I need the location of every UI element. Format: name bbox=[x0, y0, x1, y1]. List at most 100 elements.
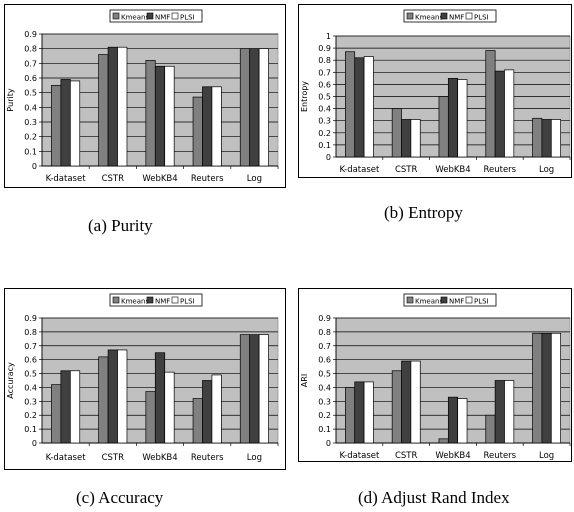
x-tick-label: CSTR bbox=[395, 165, 418, 175]
legend-swatch-nmf bbox=[146, 12, 154, 20]
bar-kmeans bbox=[532, 332, 543, 444]
legend-label-plsi: PLSI bbox=[180, 14, 195, 22]
bar-plsi bbox=[550, 119, 561, 158]
bar-kmeans bbox=[51, 84, 62, 167]
chart-purity: 0 0.1 0.2 0.3 0.4 0.5 0.6 0.7 0.8 0.9 Purity K-data… bbox=[4, 4, 286, 188]
legend-swatch-plsi bbox=[171, 12, 179, 20]
chart-ari: 0 0.1 0.2 0.3 0.4 0.5 0.6 0.7 0.8 0.9 ARI K-dataset… bbox=[298, 288, 572, 462]
bar-nmf bbox=[354, 381, 365, 444]
legend-label-plsi: PLSI bbox=[180, 298, 195, 306]
y-tick-label: 0.3 bbox=[318, 397, 331, 406]
y-tick-label: 0.8 bbox=[318, 56, 331, 65]
y-axis-label: Purity bbox=[6, 88, 15, 111]
y-tick-label: 0.3 bbox=[318, 117, 331, 126]
legend-label-kmeans: Kmeans bbox=[121, 298, 149, 306]
legend-box bbox=[403, 293, 497, 307]
bar-kmeans bbox=[145, 60, 156, 167]
bar-plsi bbox=[211, 374, 222, 444]
bar-plsi bbox=[504, 380, 515, 444]
y-tick-label: 0.9 bbox=[24, 30, 37, 39]
y-tick-label: 0.2 bbox=[24, 411, 37, 420]
y-tick-label: 0.1 bbox=[24, 147, 37, 156]
legend-label-kmeans: Kmeans bbox=[415, 14, 443, 22]
bar-plsi bbox=[363, 56, 374, 158]
x-tick-label: CSTR bbox=[102, 174, 125, 184]
x-tick-label: Log bbox=[247, 453, 262, 463]
y-tick-label: 0 bbox=[32, 162, 37, 171]
y-tick-label: 0.6 bbox=[24, 74, 37, 83]
x-tick-label: WebKB4 bbox=[435, 165, 470, 175]
bar-kmeans bbox=[391, 108, 402, 158]
y-tick-label: 0.6 bbox=[318, 80, 331, 89]
bar-kmeans bbox=[98, 356, 109, 444]
bar-kmeans bbox=[192, 96, 203, 167]
entropy-chart-svg: 0 0.1 0.2 0.3 0.4 0.5 0.6 0.7 0.8 0.9 1 Entropy K-da… bbox=[298, 4, 572, 178]
bar-nmf bbox=[541, 332, 552, 444]
bar-nmf bbox=[154, 65, 166, 167]
legend-label-nmf: NMF bbox=[155, 298, 170, 306]
bar-plsi bbox=[164, 65, 175, 167]
legend: Kmeans NMF PLSI bbox=[109, 9, 203, 23]
y-tick-label: 0.6 bbox=[24, 356, 37, 365]
y-tick-label: 0.8 bbox=[24, 328, 37, 337]
legend-label-nmf: NMF bbox=[449, 298, 464, 306]
bar-kmeans bbox=[239, 334, 251, 444]
y-tick-label: 0.4 bbox=[318, 105, 331, 114]
legend-swatch-kmeans bbox=[406, 296, 414, 304]
legend-swatch-kmeans bbox=[406, 12, 414, 20]
y-tick-label: 0 bbox=[326, 439, 331, 448]
bar-nmf bbox=[107, 46, 118, 167]
x-tick-label: Log bbox=[539, 165, 554, 175]
legend-box bbox=[403, 9, 497, 23]
y-tick-label: 0.9 bbox=[318, 44, 331, 53]
bar-nmf bbox=[60, 370, 71, 444]
bar-plsi bbox=[211, 86, 222, 167]
y-tick-label: 0.7 bbox=[318, 68, 331, 77]
bar-plsi bbox=[258, 334, 269, 444]
purity-chart-svg: 0 0.1 0.2 0.3 0.4 0.5 0.6 0.7 0.8 0.9 Purity K-data… bbox=[4, 4, 286, 188]
legend: Kmeans NMF PLSI bbox=[109, 293, 203, 307]
legend-box bbox=[109, 9, 203, 23]
caption-entropy: (b) Entropy bbox=[384, 203, 463, 222]
bar-kmeans bbox=[51, 384, 62, 444]
ari-chart-svg: 0 0.1 0.2 0.3 0.4 0.5 0.6 0.7 0.8 0.9 ARI K-dataset… bbox=[298, 288, 572, 462]
x-tick-label: Reuters bbox=[191, 174, 224, 184]
caption-purity: (a) Purity bbox=[88, 216, 153, 235]
bar-nmf bbox=[401, 360, 412, 444]
bar-kmeans bbox=[485, 414, 496, 444]
y-tick-label: 0.9 bbox=[318, 314, 331, 323]
legend-swatch-nmf bbox=[440, 12, 448, 20]
bar-plsi bbox=[69, 370, 81, 444]
bar-plsi bbox=[550, 332, 561, 444]
x-tick-label: Reuters bbox=[483, 451, 516, 461]
bar-nmf bbox=[354, 57, 365, 158]
x-tick-label: WebKB4 bbox=[435, 451, 470, 461]
y-tick-label: 0 bbox=[326, 153, 331, 162]
legend-label-kmeans: Kmeans bbox=[121, 14, 149, 22]
bar-plsi bbox=[117, 349, 128, 444]
legend-swatch-kmeans bbox=[112, 296, 120, 304]
legend-swatch-plsi bbox=[171, 296, 179, 304]
y-tick-label: 0.5 bbox=[318, 370, 331, 379]
x-tick-label: Reuters bbox=[483, 165, 516, 175]
chart-entropy: 0 0.1 0.2 0.3 0.4 0.5 0.6 0.7 0.8 0.9 1 Entropy K-da… bbox=[298, 4, 572, 178]
y-tick-label: 0.2 bbox=[318, 411, 331, 420]
bar-kmeans bbox=[391, 370, 402, 444]
y-tick-label: 0.5 bbox=[24, 89, 37, 98]
legend-label-nmf: NMF bbox=[155, 14, 170, 22]
y-tick-label: 0.4 bbox=[24, 103, 37, 112]
y-tick-label: 0.9 bbox=[24, 314, 37, 323]
bar-plsi bbox=[504, 69, 515, 158]
y-tick-label: 0.1 bbox=[318, 425, 331, 434]
bar-kmeans bbox=[98, 54, 109, 167]
x-tick-label: Log bbox=[247, 174, 262, 184]
legend-swatch-plsi bbox=[465, 12, 473, 20]
y-tick-label: 0.5 bbox=[318, 93, 331, 102]
bar-kmeans bbox=[438, 438, 449, 444]
bar-nmf bbox=[107, 349, 118, 444]
legend-box bbox=[109, 293, 203, 307]
legend-label-plsi: PLSI bbox=[474, 298, 489, 306]
y-axis-label: Entropy bbox=[300, 81, 309, 112]
y-tick-label: 0.4 bbox=[24, 383, 37, 392]
y-tick-label: 0 bbox=[32, 439, 37, 448]
